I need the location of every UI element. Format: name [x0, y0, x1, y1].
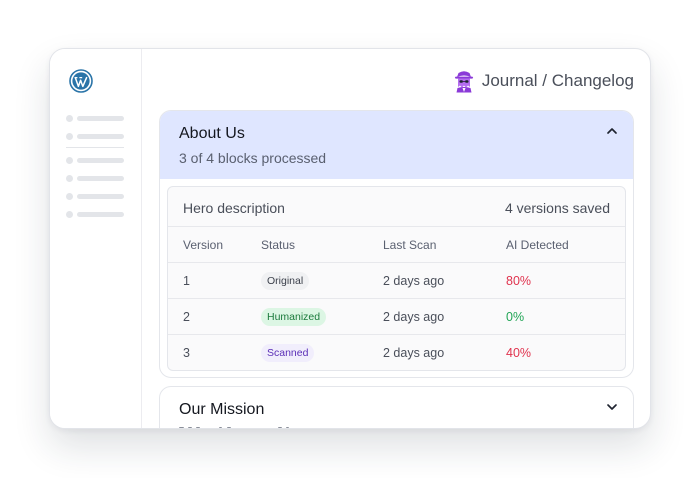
sidebar [50, 49, 142, 428]
chevron-down-icon[interactable] [606, 401, 618, 413]
section-about-us: About Us 3 of 4 blocks processed Hero de… [159, 110, 634, 378]
column-header-version: Version [183, 238, 224, 252]
last-scan: 2 days ago [383, 274, 445, 288]
sidebar-divider [66, 147, 124, 148]
version-number: 3 [183, 346, 190, 360]
column-header-ai-detected: AI Detected [506, 238, 569, 252]
column-header-status: Status [261, 238, 296, 252]
app-window: Journal / Changelog About Us 3 of 4 bloc… [49, 48, 651, 429]
status-badge: Original [261, 272, 310, 290]
chevron-up-icon[interactable] [606, 125, 618, 137]
ghost-detective-icon [454, 71, 473, 93]
column-header-last-scan: Last Scan [383, 238, 437, 252]
section-title: About Us [179, 125, 245, 142]
block-title: Hero description [183, 200, 285, 216]
wordpress-icon[interactable] [69, 69, 93, 93]
version-number: 1 [183, 274, 190, 288]
last-scan: 2 days ago [383, 346, 445, 360]
status-badge: Humanized [261, 308, 327, 326]
block-versions-panel: Hero description 4 versions saved Versio… [167, 186, 626, 371]
table-header-row: Version Status Last Scan AI Detected [168, 227, 625, 263]
table-row[interactable]: 1 Original 2 days ago 80% [168, 263, 625, 299]
block-header: Hero description 4 versions saved [168, 187, 625, 227]
ai-detected-value: 0% [506, 310, 525, 324]
ai-detected-value: 40% [506, 346, 532, 360]
main-content: Journal / Changelog About Us 3 of 4 bloc… [143, 49, 650, 428]
section-title: Our Mission [179, 401, 265, 418]
clipped-subtitle-fragment [179, 427, 289, 428]
status-badge: Scanned [261, 344, 315, 362]
section-header[interactable]: About Us 3 of 4 blocks processed [160, 111, 633, 179]
last-scan: 2 days ago [383, 310, 445, 324]
page-header: Journal / Changelog [453, 69, 634, 93]
version-number: 2 [183, 310, 190, 324]
section-progress: 3 of 4 blocks processed [179, 150, 327, 166]
page-title: Journal / Changelog [481, 71, 634, 90]
versions-count: 4 versions saved [504, 200, 610, 216]
table-row[interactable]: 2 Humanized 2 days ago 0% [168, 299, 625, 335]
table-row[interactable]: 3 Scanned 2 days ago 40% [168, 335, 625, 370]
ai-detected-value: 80% [506, 274, 532, 288]
section-our-mission[interactable]: Our Mission [159, 386, 634, 428]
